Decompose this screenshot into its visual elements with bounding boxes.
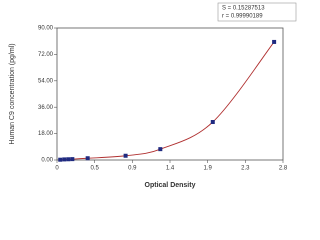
data-point — [158, 147, 163, 152]
y-tick-label: 90.00 — [38, 26, 54, 32]
data-point — [85, 156, 90, 161]
annotation-box — [217, 2, 297, 22]
y-tick-label: 72.00 — [38, 52, 54, 58]
x-tick-label: 1.4 — [166, 166, 175, 172]
y-tick-label: 0.00 — [41, 158, 53, 164]
data-point — [210, 120, 215, 125]
y-tick-label: 54.00 — [38, 78, 54, 84]
data-point — [58, 157, 63, 162]
data-point — [123, 153, 128, 158]
x-axis-label: Optical Density — [145, 182, 196, 189]
x-tick-label: 2.3 — [241, 166, 250, 172]
y-tick-label: 36.00 — [38, 105, 54, 111]
annotation: r = 0.99990189 — [222, 14, 263, 20]
data-point — [62, 157, 67, 162]
annotation: S = 0.15287513 — [222, 6, 265, 12]
x-tick-label: 0.9 — [128, 166, 137, 172]
data-point — [66, 157, 71, 162]
x-tick-label: 1.9 — [204, 166, 213, 172]
y-axis-label: Human C9 concentration (pg/ml) — [9, 43, 16, 144]
x-tick-label: 0 — [55, 166, 59, 172]
x-tick-label: 2.8 — [279, 166, 288, 172]
x-tick-label: 0.5 — [91, 166, 100, 172]
data-point — [272, 39, 277, 44]
y-tick-label: 18.00 — [38, 131, 54, 137]
plot-area — [56, 27, 284, 161]
data-point — [70, 157, 75, 162]
chart: S = 0.15287513 r = 0.99990189 Optical De… — [9, 2, 297, 189]
